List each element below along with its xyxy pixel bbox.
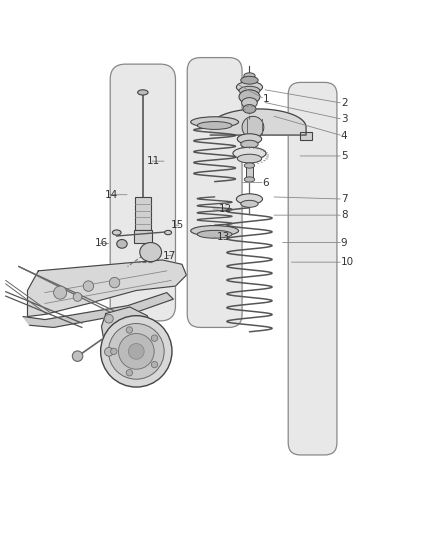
- Ellipse shape: [237, 134, 261, 144]
- Circle shape: [126, 327, 133, 333]
- Circle shape: [83, 281, 94, 292]
- Ellipse shape: [165, 230, 172, 235]
- Ellipse shape: [243, 104, 256, 114]
- Ellipse shape: [140, 243, 162, 262]
- Circle shape: [111, 348, 117, 354]
- Bar: [134, 230, 152, 243]
- Circle shape: [105, 314, 113, 323]
- Text: 3: 3: [341, 115, 347, 124]
- Circle shape: [53, 286, 67, 299]
- Circle shape: [72, 351, 83, 361]
- Bar: [300, 132, 312, 140]
- Circle shape: [109, 324, 164, 379]
- Text: 12: 12: [219, 204, 232, 214]
- Text: 4: 4: [341, 131, 347, 141]
- Text: 15: 15: [171, 220, 184, 230]
- Ellipse shape: [242, 98, 257, 108]
- Text: 2: 2: [341, 98, 347, 108]
- Text: 10: 10: [341, 257, 354, 267]
- Text: 16: 16: [95, 238, 108, 248]
- Text: 5: 5: [341, 151, 347, 161]
- Ellipse shape: [237, 82, 262, 93]
- Ellipse shape: [241, 140, 258, 148]
- Ellipse shape: [244, 163, 254, 168]
- Text: 13: 13: [217, 232, 230, 243]
- Polygon shape: [28, 260, 186, 317]
- Circle shape: [118, 334, 154, 369]
- Ellipse shape: [242, 116, 264, 138]
- Text: 6: 6: [262, 177, 269, 188]
- Polygon shape: [102, 307, 154, 361]
- Ellipse shape: [244, 177, 254, 182]
- FancyBboxPatch shape: [110, 64, 176, 321]
- Ellipse shape: [191, 225, 239, 236]
- Circle shape: [126, 369, 133, 376]
- Ellipse shape: [233, 147, 266, 159]
- Ellipse shape: [239, 86, 260, 95]
- Text: 9: 9: [341, 238, 347, 247]
- Ellipse shape: [237, 194, 262, 204]
- Text: 8: 8: [341, 210, 347, 220]
- Ellipse shape: [197, 122, 232, 130]
- Bar: [135, 197, 151, 230]
- Text: 17: 17: [162, 251, 176, 261]
- Text: 7: 7: [341, 194, 347, 204]
- Polygon shape: [23, 293, 173, 327]
- FancyBboxPatch shape: [288, 83, 337, 455]
- Ellipse shape: [117, 239, 127, 248]
- Text: 11: 11: [147, 156, 160, 166]
- Circle shape: [105, 348, 113, 356]
- Circle shape: [128, 343, 144, 359]
- Text: 14: 14: [105, 190, 118, 200]
- Polygon shape: [210, 109, 306, 135]
- Ellipse shape: [239, 90, 260, 104]
- Text: 1: 1: [262, 94, 269, 104]
- Ellipse shape: [191, 117, 239, 127]
- FancyBboxPatch shape: [187, 58, 242, 327]
- Ellipse shape: [197, 230, 232, 238]
- Circle shape: [151, 335, 158, 341]
- Circle shape: [101, 316, 172, 387]
- Ellipse shape: [237, 154, 261, 163]
- Circle shape: [110, 277, 120, 288]
- Ellipse shape: [241, 76, 258, 84]
- Circle shape: [151, 361, 158, 368]
- Ellipse shape: [244, 73, 255, 79]
- Bar: [246, 166, 253, 180]
- Ellipse shape: [138, 90, 148, 95]
- Ellipse shape: [113, 230, 121, 235]
- Circle shape: [73, 293, 82, 301]
- Ellipse shape: [241, 200, 258, 207]
